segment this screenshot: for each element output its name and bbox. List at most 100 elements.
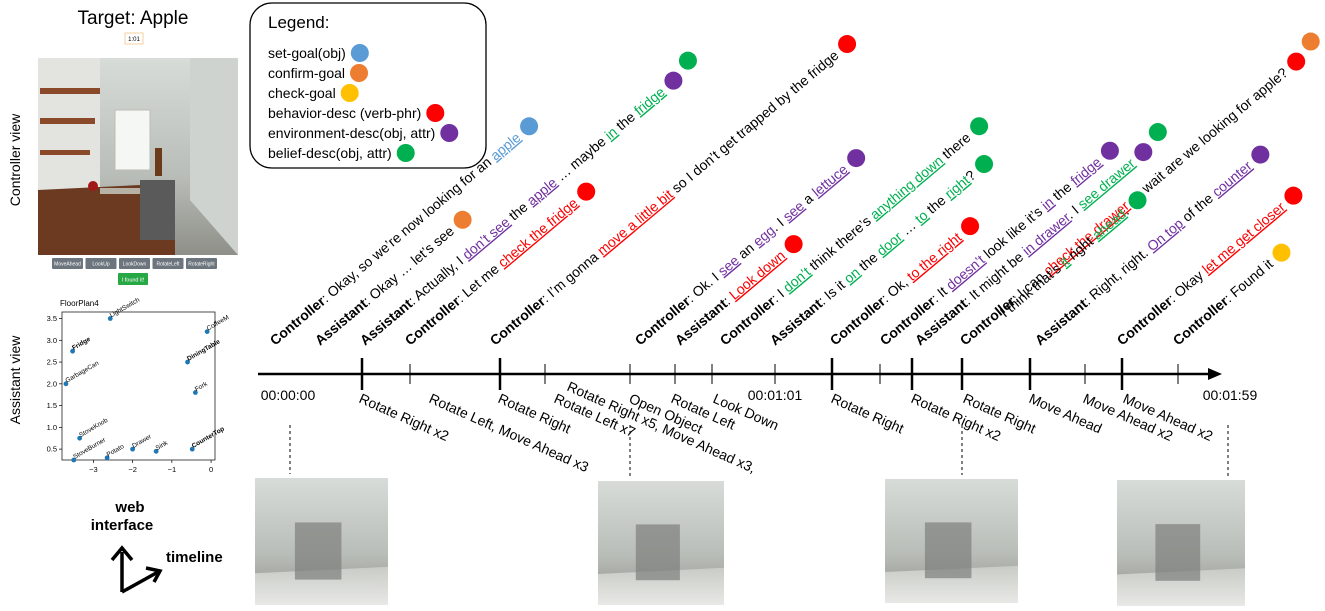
y-tick-label: 3.0 <box>47 336 57 345</box>
control-button-label: RotateRight <box>188 262 215 268</box>
axes-arrows <box>110 545 163 594</box>
legend-label: confirm-goal <box>268 65 345 81</box>
point-label: Sink <box>155 439 170 452</box>
timestamp: 00:01:59 <box>1203 387 1258 403</box>
y-tick-label: 1.0 <box>47 423 57 432</box>
plot-point <box>70 348 75 354</box>
screenshot-object <box>1155 524 1201 581</box>
plot-point <box>204 329 210 334</box>
utterance-text: : Right, right. <box>1080 242 1154 308</box>
timeline-label: timeline <box>166 549 223 566</box>
plot-point <box>189 446 195 452</box>
tag-dot <box>1100 141 1119 160</box>
plot-point <box>104 455 110 461</box>
tag-dot <box>838 35 857 54</box>
tagged-phrase: apple <box>487 129 524 163</box>
screenshot-object <box>924 522 972 579</box>
control-button-label: LookDown <box>123 262 147 268</box>
tag-dot <box>1134 143 1153 162</box>
point-label: Fork <box>194 380 209 393</box>
utterance-text: … wait are we looking for apple? <box>1122 64 1291 209</box>
control-button[interactable] <box>85 258 117 269</box>
plot-point <box>77 435 83 441</box>
legend-dot <box>440 124 459 142</box>
utterance-text: : Okay <box>1165 265 1209 306</box>
speaker: Controller <box>1114 293 1176 349</box>
timer-box <box>124 32 144 45</box>
web-interface-label: web interface <box>91 499 154 534</box>
x-tick-label: −3 <box>89 465 98 474</box>
plot-point <box>153 448 159 454</box>
legend: Legend: set-goal(obj) confirm-goal check-go… <box>268 13 459 162</box>
legend-label: belief-desc(obj, attr) <box>268 145 392 161</box>
plot-point <box>130 446 136 452</box>
tagged-phrase: lettuce <box>809 161 851 200</box>
plot-point <box>63 381 69 387</box>
found-button-label: I found it! <box>122 278 145 284</box>
utterance-text: : I’m gonna <box>538 246 604 305</box>
point-label: Fridge <box>71 336 92 352</box>
control-button[interactable] <box>186 258 217 269</box>
control-button-label: LookUp <box>92 262 109 268</box>
point-label: GarbageCan <box>64 360 100 385</box>
x-tick-label: 0 <box>209 465 213 474</box>
utterance: Controller: Found it <box>1170 255 1276 348</box>
tag-dot <box>784 235 803 254</box>
screenshot-object <box>294 522 342 580</box>
legend-label: behavior-desc (verb-phr) <box>268 105 421 121</box>
plot-point <box>71 457 77 463</box>
controller-view-label: Controller view <box>7 113 23 206</box>
tag-dot <box>1251 145 1270 164</box>
timer: 1:01 <box>128 37 140 43</box>
control-button[interactable] <box>52 258 83 269</box>
control-button[interactable] <box>119 258 150 269</box>
found-button[interactable] <box>118 273 148 285</box>
timeline-arrow <box>1208 368 1222 380</box>
screenshot-floor <box>255 566 388 605</box>
plot-title: FloorPlan4 <box>60 299 99 308</box>
controller-view-image <box>38 58 238 255</box>
assistant-view-label: Assistant view <box>7 335 23 425</box>
utterance-text: so I don’t get trapped by the fridge <box>665 47 841 198</box>
tagged-phrase: check the fridge <box>495 194 581 270</box>
button-row: MoveAhead LookUp LookDown RotateLeft RotateR… <box>52 258 217 269</box>
point-label: StoveKnob <box>78 417 109 439</box>
legend-label: check-goal <box>268 85 336 101</box>
speaker: Controller <box>487 293 549 349</box>
timestamp: 00:00:00 <box>261 387 316 403</box>
x-tick-label: −1 <box>168 465 177 474</box>
screenshot-floor <box>598 567 724 605</box>
utterance-text: there <box>936 129 974 164</box>
tag-dot <box>847 149 866 168</box>
y-tick-label: 0.5 <box>47 445 57 454</box>
point-label: StoveBurner <box>72 436 108 461</box>
x-tick-label: −2 <box>128 465 137 474</box>
legend-dot <box>426 104 445 122</box>
tag-dot <box>1148 123 1167 142</box>
tag-dot <box>520 117 539 136</box>
plot-frame <box>61 311 216 461</box>
control-button[interactable] <box>152 258 184 269</box>
screenshots <box>255 425 1245 606</box>
tagged-phrase: counter <box>1209 157 1255 199</box>
web-interface-line: web <box>114 499 144 516</box>
tagged-phrase: move a little bit <box>594 186 676 258</box>
tag-dot <box>664 71 683 90</box>
floorplan-plot: FloorPlan4 −3 −2 −1 0 0.5 1.0 1.5 2.0 2.5 3.0 3.5 Li… <box>47 296 231 474</box>
point-label: CoffeeM <box>206 314 231 332</box>
tag-dot <box>961 217 980 236</box>
tag-dot <box>1284 186 1303 205</box>
legend-dot <box>340 84 359 102</box>
point-label: CounterTop <box>191 426 226 450</box>
action-label: Rotate Right <box>829 390 907 436</box>
screenshot-object <box>635 524 680 581</box>
legend-title: Legend: <box>268 13 329 32</box>
target-title: Target: Apple <box>78 8 189 29</box>
tag-dot <box>1301 32 1320 51</box>
legend-dot <box>350 44 369 62</box>
plot-point <box>185 359 190 365</box>
y-tick-label: 3.5 <box>47 314 57 323</box>
y-tick-label: 2.0 <box>47 379 57 388</box>
